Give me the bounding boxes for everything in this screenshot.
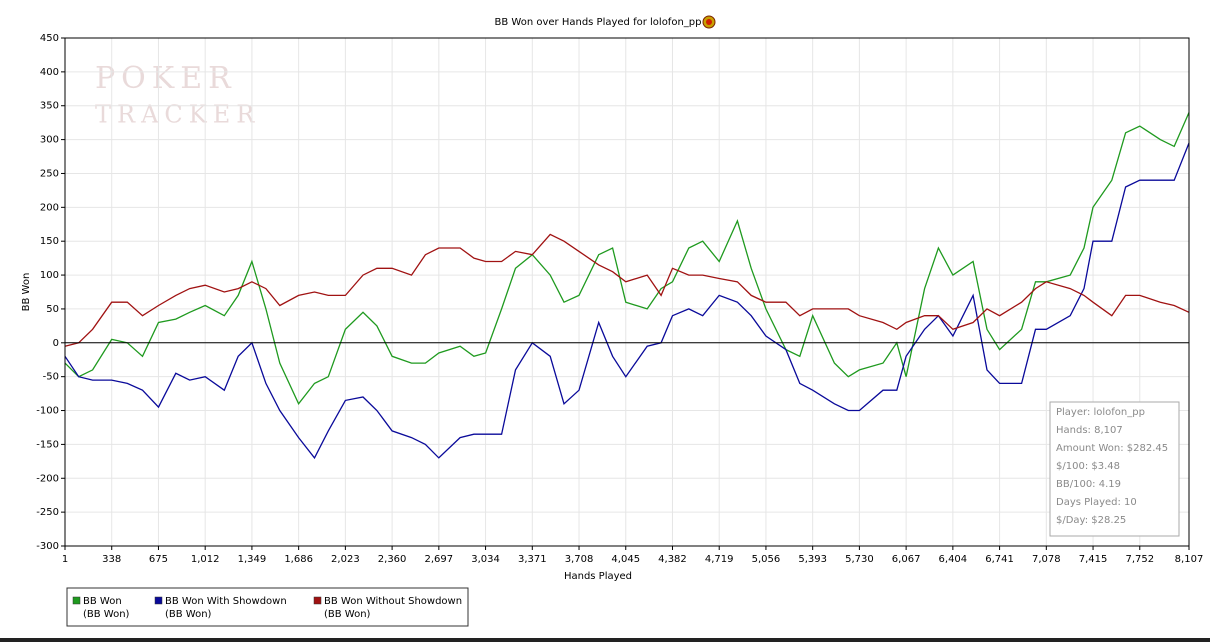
x-tick-label: 6,404 [939,554,968,565]
x-tick-label: 2,697 [425,554,454,565]
y-tick-label: -200 [36,473,59,484]
stat-line: $/Day: $28.25 [1056,515,1126,526]
legend-swatch [72,596,81,605]
y-tick-label: 300 [40,135,59,146]
x-tick-label: 6,067 [892,554,921,565]
x-tick-label: 4,719 [705,554,734,565]
x-tick-label: 2,360 [378,554,407,565]
y-tick-label: 100 [40,270,59,281]
stat-line: $/100: $3.48 [1056,461,1120,472]
watermark: POKER [95,61,237,96]
x-tick-label: 3,708 [565,554,594,565]
x-tick-label: 3,034 [471,554,500,565]
x-tick-label: 3,371 [518,554,547,565]
y-tick-label: -250 [36,507,59,518]
x-tick-label: 5,730 [845,554,874,565]
legend-sublabel: (BB Won) [83,609,130,620]
x-tick-label: 7,752 [1125,554,1154,565]
axes: -300 -250 -200 -150 -100 -50 0 50 100 150 200 250 30… [36,33,1203,565]
y-tick-label: 0 [53,338,59,349]
legend-swatch [154,596,163,605]
series-line [64,233,1190,347]
x-tick-label: 1,349 [238,554,267,565]
x-tick-label: 4,045 [611,554,640,565]
x-tick-label: 6,741 [985,554,1014,565]
stat-line: BB/100: 4.19 [1056,479,1121,490]
y-tick-label: 400 [40,67,59,78]
plot-frame [64,37,1190,547]
y-tick-label: -50 [43,372,59,383]
chart-title: BB Won over Hands Played for lolofon_pp [495,17,702,28]
y-tick-label: 200 [40,202,59,213]
x-tick-label: 5,056 [752,554,781,565]
x-tick-label: 7,078 [1032,554,1061,565]
legend-swatch [313,596,322,605]
x-tick-label: 8,107 [1175,554,1204,565]
x-tick-label: 7,415 [1079,554,1108,565]
legend-sublabel: (BB Won) [165,609,212,620]
y-tick-label: -100 [36,406,59,417]
y-tick-label: 250 [40,168,59,179]
stats-box: Player: lolofon_pp Hands: 8,107 Amount Won… [1049,401,1180,537]
legend-label: BB Won Without Showdown [324,596,462,607]
stat-line: Hands: 8,107 [1056,425,1123,436]
y-axis-label: BB Won [21,273,32,312]
window-edge [0,638,1210,642]
x-tick-label: 4,382 [658,554,687,565]
stat-line: Player: lolofon_pp [1056,407,1145,418]
legend-label: BB Won With Showdown [165,596,287,607]
stat-line: Days Played: 10 [1056,497,1137,508]
y-tick-label: 50 [46,304,59,315]
legend-label: BB Won [83,596,122,607]
title-icon [702,15,716,29]
x-tick-label: 1 [62,554,68,565]
y-tick-label: -150 [36,439,59,450]
x-tick-label: 1,012 [191,554,220,565]
y-tick-label: -300 [36,541,59,552]
y-tick-label: 450 [40,33,59,44]
watermark: TRACKER [95,101,260,129]
stat-line: Amount Won: $282.45 [1056,443,1168,454]
y-tick-label: 350 [40,101,59,112]
x-axis-label: Hands Played [564,571,632,582]
x-tick-label: 5,393 [798,554,827,565]
legend-sublabel: (BB Won) [324,609,371,620]
x-tick-label: 2,023 [331,554,360,565]
x-tick-label: 338 [102,554,121,565]
legend: BB Won (BB Won) BB Won With Showdown (BB Wo… [66,587,469,627]
series-line [64,112,1190,406]
x-tick-label: 675 [149,554,168,565]
x-tick-label: 1,686 [284,554,313,565]
y-tick-label: 150 [40,236,59,247]
